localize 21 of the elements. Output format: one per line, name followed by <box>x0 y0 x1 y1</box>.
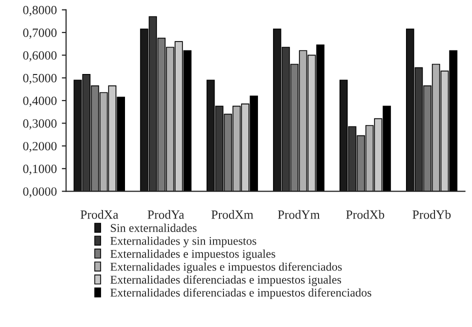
y-tick-label: 0,0000 <box>23 187 57 198</box>
x-tick-label: ProdXb <box>346 210 384 219</box>
legend-label: Externalidades e impuestos iguales <box>110 250 276 260</box>
x-tick-label: ProdYa <box>148 210 184 219</box>
y-tick-label: 0,8000 <box>23 6 57 16</box>
y-tick-label: 0,3000 <box>23 119 57 130</box>
y-tick-label: 0,4000 <box>23 96 57 107</box>
y-tick-label: 0,6000 <box>23 51 57 62</box>
x-tick-label: ProdXa <box>80 210 118 219</box>
legend-label: Externalidades diferenciadas e impuestos iguales <box>110 275 342 286</box>
legend-label: Externalidades y sin impuestos <box>110 236 256 248</box>
legend-label: Externalidades diferenciadas e impuestos diferenciados <box>110 288 372 300</box>
y-tick-label: 0,2000 <box>23 142 57 152</box>
y-tick-label: 0,7000 <box>23 28 57 39</box>
x-tick-label: ProdYm <box>278 210 320 219</box>
y-tick-label: 0,1000 <box>23 164 57 175</box>
y-tick-label: 0,5000 <box>23 74 57 84</box>
x-tick-label: ProdXm <box>211 210 254 219</box>
legend-label: Externalidades iguales e impuestos diferenciados <box>110 262 342 274</box>
legend-label: Sin externalidades <box>110 224 197 232</box>
x-tick-label: ProdYb <box>412 210 451 219</box>
